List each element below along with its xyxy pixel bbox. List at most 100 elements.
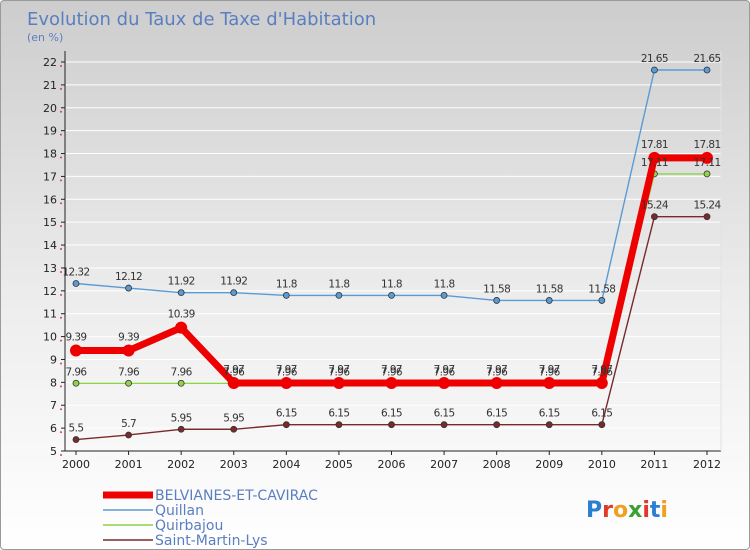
- data-label-quillan-2005: 11.8: [328, 278, 349, 290]
- data-label-saint-martin-lys-2012: 15.24: [693, 200, 721, 212]
- y-tick-label-9: 9: [50, 353, 57, 366]
- point-quillan-2009: [545, 297, 553, 304]
- point-saint-martin-lys-2002: [177, 425, 185, 433]
- data-label-quirbajou-2007: 7.96: [434, 366, 456, 378]
- point-quirbajou-2002: [177, 379, 185, 387]
- data-label-quirbajou-2011: 17.11: [641, 157, 668, 169]
- point-quillan-2003: [230, 289, 238, 297]
- point-belvianes-et-cavirac-2004: [280, 377, 293, 390]
- gridlines: [65, 61, 721, 452]
- legend-label-saint-martin-lys: Saint-Martin-Lys: [155, 533, 268, 549]
- legend-label-quirbajou: Quirbajou: [155, 518, 223, 534]
- point-saint-martin-lys-2001: [125, 431, 132, 439]
- legend-label-quillan: Quillan: [155, 503, 204, 519]
- point-saint-martin-lys-2003: [230, 425, 238, 433]
- data-label-quirbajou-2005: 7.96: [328, 366, 350, 378]
- x-tick-label-2007: 2007: [430, 458, 458, 471]
- x-tick-label-2009: 2009: [535, 458, 563, 471]
- data-label-quillan-2012: 21.65: [693, 53, 720, 65]
- data-label-quirbajou-2003: 7.96: [223, 366, 245, 378]
- point-belvianes-et-cavirac-2005: [332, 377, 345, 390]
- y-tick-label-5: 5: [50, 445, 57, 458]
- x-tick-label-2006: 2006: [378, 458, 406, 471]
- y-minor-tick-16: [60, 202, 62, 205]
- series-line-quillan: [75, 69, 708, 302]
- point-belvianes-et-cavirac-2008: [490, 377, 503, 390]
- x-tick-label-2012: 2012: [693, 458, 721, 471]
- y-tick-label-19: 19: [43, 125, 57, 138]
- data-label-quirbajou-2012: 17.11: [693, 157, 720, 169]
- point-saint-martin-lys-2008: [493, 421, 501, 429]
- y-minor-tick-11: [60, 316, 62, 319]
- x-axis-ticks: 2000 2001 2002 2003 2004 2005 2006 2007 2008 2009…: [62, 451, 721, 471]
- data-label-belvianes-et-cavirac-2000: 9.39: [66, 332, 87, 344]
- y-minor-tick-15: [60, 225, 62, 228]
- x-tick-label-2010: 2010: [588, 458, 616, 471]
- y-tick-label-22: 22: [43, 56, 57, 69]
- y-minor-tick-17: [60, 179, 62, 182]
- point-quillan-2001: [125, 284, 132, 292]
- point-quillan-2010: [598, 297, 606, 304]
- point-quillan-2006: [388, 291, 395, 299]
- data-label-saint-martin-lys-2005: 6.15: [328, 408, 349, 420]
- y-minor-tick-19: [60, 133, 62, 136]
- chart-title: Evolution du Taux de Taxe d'Habitation: [27, 9, 376, 30]
- point-quirbajou-2000: [72, 379, 80, 387]
- data-label-belvianes-et-cavirac-2007: 7.97: [434, 364, 455, 376]
- x-tick-label-2004: 2004: [272, 458, 300, 471]
- data-label-belvianes-et-cavirac-2002: 10.39: [168, 309, 195, 321]
- point-belvianes-et-cavirac-2002: [175, 321, 188, 334]
- point-saint-martin-lys-2006: [388, 421, 395, 429]
- point-quillan-2004: [282, 291, 290, 299]
- point-quillan-2002: [177, 289, 185, 297]
- point-saint-martin-lys-2012: [703, 213, 711, 221]
- point-quillan-2012: [703, 66, 711, 74]
- point-saint-martin-lys-2000: [72, 436, 80, 443]
- data-label-quillan-2001: 12.12: [115, 271, 142, 283]
- point-saint-martin-lys-2005: [335, 421, 343, 429]
- logo-letter: P: [586, 498, 602, 523]
- y-tick-label-13: 13: [43, 262, 57, 275]
- point-saint-martin-lys-2004: [282, 421, 290, 429]
- data-label-saint-martin-lys-2002: 5.95: [171, 412, 192, 424]
- point-belvianes-et-cavirac-2000: [70, 344, 82, 357]
- data-label-quirbajou-2002: 7.96: [171, 366, 193, 378]
- y-minor-tick-6: [60, 431, 62, 434]
- point-saint-martin-lys-2009: [545, 421, 553, 429]
- x-tick-label-2003: 2003: [220, 458, 248, 471]
- y-tick-label-20: 20: [43, 102, 57, 115]
- logo-letter: i: [642, 498, 650, 523]
- data-label-quillan-2008: 11.58: [483, 283, 510, 295]
- data-label-quirbajou-2010: 7.96: [591, 366, 613, 378]
- data-label-quirbajou-2001: 7.96: [118, 366, 140, 378]
- data-label-saint-martin-lys-2009: 6.15: [539, 408, 560, 420]
- x-tick-label-2002: 2002: [167, 458, 195, 471]
- series-line-belvianes-et-cavirac: [72, 154, 711, 387]
- x-tick-label-2001: 2001: [115, 458, 143, 471]
- data-label-quirbajou-2000: 7.96: [66, 366, 88, 378]
- y-minor-tick-13: [60, 270, 62, 273]
- y-minor-tick-18: [60, 156, 62, 159]
- logo-letter: t: [650, 498, 661, 523]
- y-minor-tick-10: [60, 339, 62, 342]
- data-label-saint-martin-lys-2010: 6.15: [591, 408, 612, 420]
- x-tick-label-2005: 2005: [325, 458, 353, 471]
- data-label-saint-martin-lys-2007: 6.15: [434, 408, 455, 420]
- x-tick-label-2000: 2000: [62, 458, 90, 471]
- x-tick-label-2011: 2011: [640, 458, 668, 471]
- y-tick-label-12: 12: [43, 285, 57, 298]
- legend-label-belvianes-et-cavirac: BELVIANES-ET-CAVIRAC: [155, 488, 318, 504]
- logo-letter: i: [660, 498, 668, 523]
- point-quillan-2000: [72, 280, 80, 287]
- data-label-saint-martin-lys-2011: 15.24: [641, 200, 669, 212]
- y-minor-tick-5: [60, 454, 62, 456]
- data-label-quillan-2004: 11.8: [276, 278, 297, 290]
- point-belvianes-et-cavirac-2006: [385, 377, 398, 390]
- data-label-quirbajou-2009: 7.96: [539, 366, 561, 378]
- logo-letter: r: [602, 498, 613, 523]
- chart-subtitle: (en %): [27, 31, 63, 44]
- series-group: [70, 66, 713, 443]
- point-quillan-2005: [335, 291, 343, 299]
